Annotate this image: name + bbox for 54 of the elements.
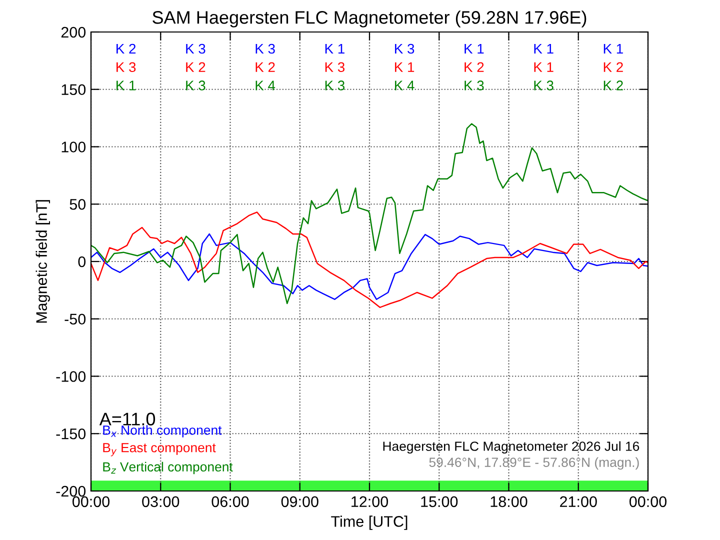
y-tick-label: -150: [56, 428, 86, 440]
annotation: K 3: [464, 80, 484, 90]
y-tick-label: 100: [62, 142, 86, 152]
x-tick-label: 09:00: [281, 496, 318, 508]
x-tick-label: 12:00: [352, 496, 388, 508]
y-tick-label: -200: [56, 486, 86, 497]
x-tick-label: 06:00: [212, 496, 249, 508]
annotation: K 3: [186, 80, 206, 90]
annotation: Haegersten FLC Magnetometer 2026 Jul 16: [383, 441, 640, 454]
text: B$_{z}$ Vertical component: [103, 462, 233, 474]
annotation: K 2: [116, 44, 136, 54]
annotation: K 3: [325, 62, 344, 72]
x-tick-label: 00:00: [72, 496, 110, 508]
y-tick-label: 0: [78, 256, 86, 268]
chart-title: SAM Haegersten FLC Magnetometer (59.28N 17.96E): [152, 10, 586, 28]
annotation: K 1: [534, 44, 554, 54]
annotation: K 1: [464, 44, 484, 54]
annotation: K 2: [604, 80, 623, 90]
annotation: K 1: [395, 62, 414, 72]
annotation: K 3: [534, 80, 554, 90]
y-axis-title: Magnetic field [nT]: [36, 200, 50, 323]
annotation: K 2: [464, 62, 484, 72]
annotation: K 4: [395, 80, 414, 90]
x-axis-title: Time [UTC]: [331, 516, 408, 530]
y-tick-label: 50: [70, 198, 86, 210]
annotation: K 1: [604, 44, 623, 54]
y-tick-label: 150: [62, 84, 86, 96]
annotation: K 2: [604, 62, 623, 72]
line-series: [91, 233, 648, 300]
annotation: K 2: [186, 62, 206, 72]
annotation: K 2: [256, 62, 275, 72]
y-tick-label: 200: [61, 26, 86, 38]
y-tick-label: -50: [64, 314, 86, 325]
x-tick-label: 18:00: [490, 496, 528, 508]
x-tick-label: 15:00: [421, 496, 458, 508]
x-tick-label: 00:00: [629, 496, 667, 508]
annotation: K 1: [325, 44, 344, 54]
text: B$_{y}$ East component: [103, 443, 216, 456]
text: B$_{x}$ North component: [103, 425, 222, 438]
annotation: K 3: [325, 80, 344, 90]
annotation: K 3: [256, 44, 275, 54]
annotation: A=11.0: [99, 412, 156, 426]
x-tick-label: 03:00: [142, 496, 180, 508]
annotation: K 1: [116, 80, 136, 90]
annotation: K 3: [395, 44, 414, 54]
annotation: 59.46°N, 17.89°E - 57.86°N (magn.): [429, 457, 639, 470]
line-series: [91, 212, 648, 308]
y-tick-label: -100: [56, 371, 86, 382]
annotation: K 4: [256, 80, 276, 90]
annotation: K 3: [186, 44, 206, 54]
annotation: K 1: [534, 62, 554, 72]
annotation: K 3: [116, 62, 136, 72]
line-series: [91, 123, 648, 304]
x-tick-label: 21:00: [560, 496, 597, 508]
